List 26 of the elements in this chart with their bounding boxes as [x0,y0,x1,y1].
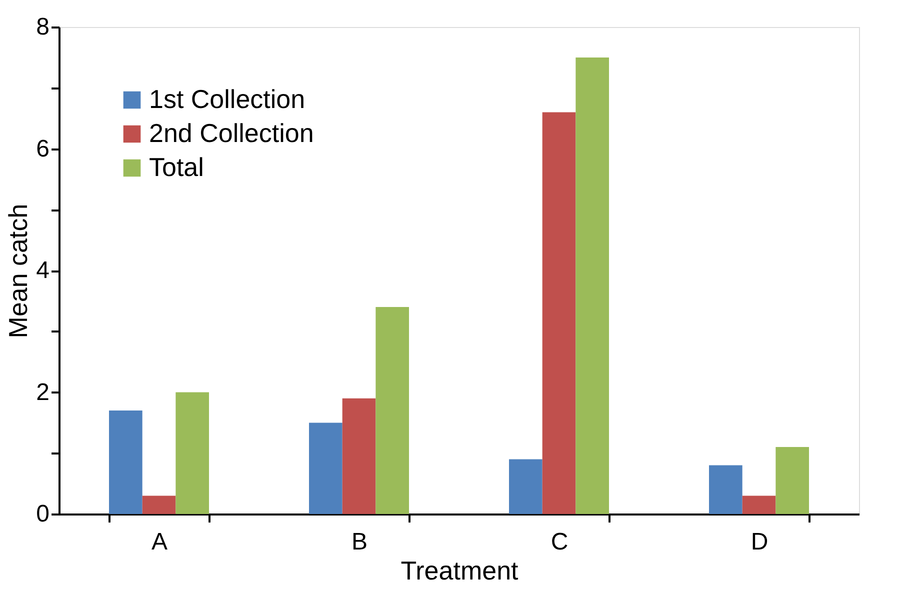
y-tick-label: 8 [36,14,50,40]
bar [376,307,409,514]
bar [309,422,342,514]
x-tick-label: D [750,528,768,556]
x-tick-label: B [351,528,368,556]
bar [576,57,609,514]
y-tick-label: 6 [36,135,50,162]
bar [776,447,809,514]
bar [542,112,576,514]
x-tick-label: A [151,528,168,556]
legend-label: 1st Collection [149,84,306,114]
bar [109,410,142,514]
bar [342,398,376,514]
legend-label: 2nd Collection [149,118,314,148]
legend-label: Total [149,152,204,182]
bar [509,459,542,514]
y-axis-title: Mean catch [3,204,34,338]
bar [709,465,742,514]
x-tick-label: C [550,528,568,556]
x-axis-title: Treatment [400,556,520,586]
y-tick-label: 0 [36,500,50,528]
bar [176,392,209,514]
bar [142,496,176,514]
y-tick-label: 2 [36,378,50,406]
y-tick-label: 4 [36,257,50,284]
bar [742,496,776,514]
